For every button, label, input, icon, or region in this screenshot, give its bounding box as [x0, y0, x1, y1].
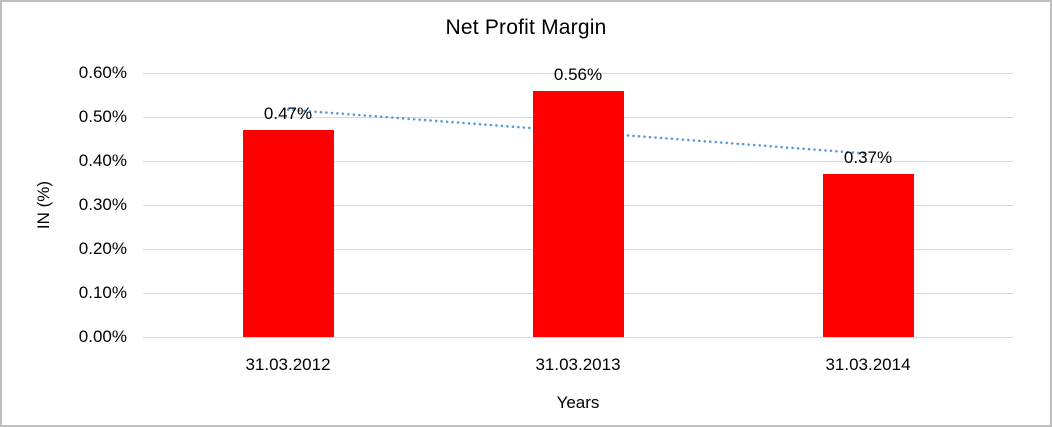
y-tick-label: 0.20%	[78, 239, 127, 258]
plot-area: 0.47% 0.56% 0.37%	[143, 65, 1013, 338]
bar	[532, 90, 624, 337]
y-tick-label: 0.00%	[78, 327, 127, 346]
gridline	[143, 72, 1013, 74]
bar-value-label: 0.56%	[553, 64, 603, 84]
x-tick-label: 31.03.2012	[245, 355, 331, 374]
bar-value-label: 0.47%	[263, 104, 313, 124]
bar-value-label: 0.37%	[843, 148, 893, 168]
y-tick-label: 0.40%	[78, 151, 127, 170]
gridline	[143, 336, 1013, 338]
y-tick-label: 0.30%	[78, 195, 127, 214]
chart-title: Net Profit Margin	[445, 16, 607, 39]
y-tick-label: 0.50%	[78, 107, 127, 126]
y-tick-label: 0.10%	[78, 283, 127, 302]
y-tick-label: 0.60%	[78, 63, 127, 82]
x-tick-label: 31.03.2013	[535, 355, 621, 374]
x-axis-title: Years	[556, 393, 600, 412]
bar	[242, 130, 334, 337]
x-tick-label: 31.03.2014	[825, 355, 911, 374]
bar	[822, 174, 914, 337]
